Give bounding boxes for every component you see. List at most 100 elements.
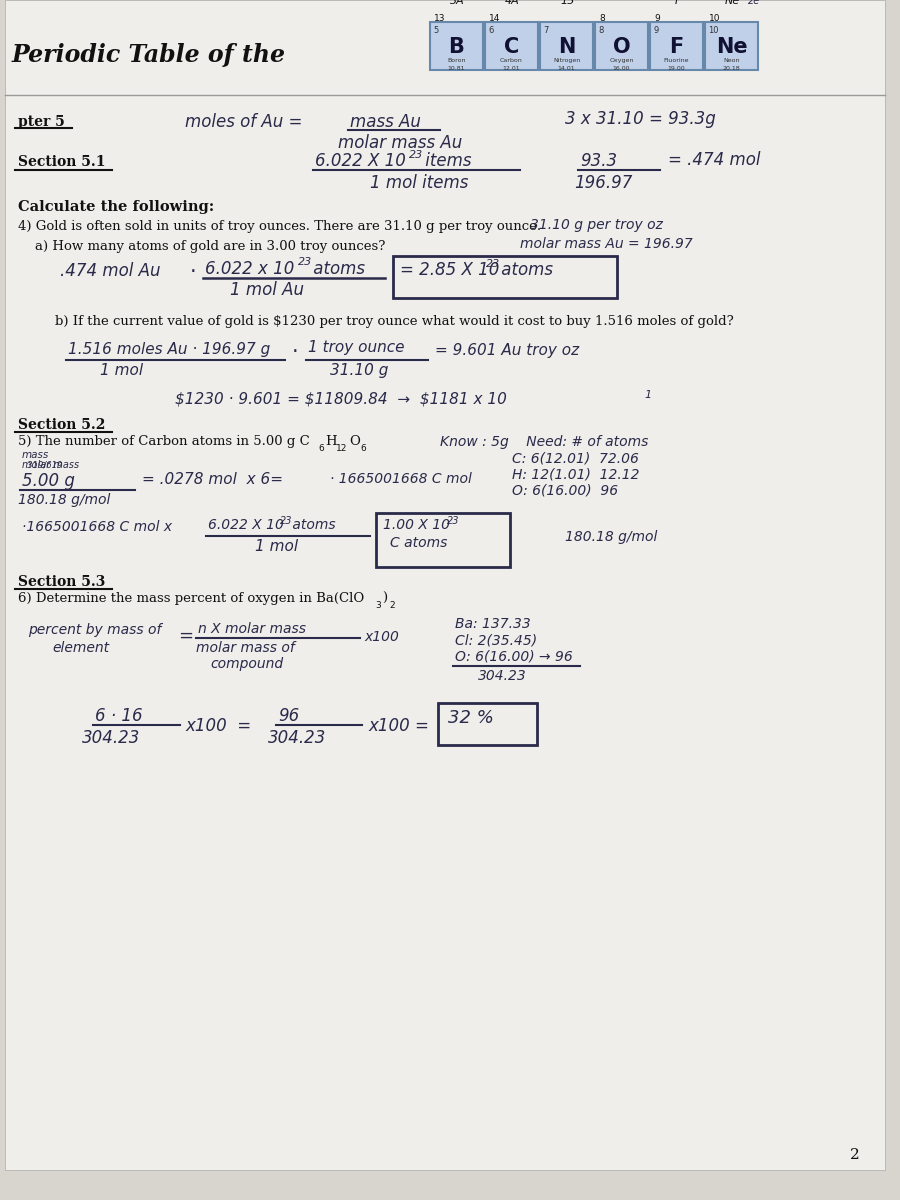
Text: Ne: Ne: [724, 0, 740, 6]
Text: 19.00: 19.00: [668, 66, 685, 71]
Text: compound: compound: [210, 658, 284, 671]
Text: ·1665001668 C mol x: ·1665001668 C mol x: [22, 520, 172, 534]
Text: x100 =: x100 =: [368, 716, 429, 734]
Text: 8: 8: [598, 26, 603, 35]
Text: O: O: [349, 434, 360, 448]
Text: molar mass: molar mass: [22, 460, 79, 470]
Text: 5) The number of Carbon atoms in 5.00 g C: 5) The number of Carbon atoms in 5.00 g …: [18, 434, 310, 448]
Text: 1: 1: [644, 390, 651, 400]
Text: 4) Gold is often sold in units of troy ounces. There are 31.10 g per troy ounce.: 4) Gold is often sold in units of troy o…: [18, 220, 541, 233]
Text: 2: 2: [850, 1148, 860, 1162]
Text: 2e: 2e: [748, 0, 760, 6]
Text: 1.00 X 10: 1.00 X 10: [383, 518, 450, 532]
Text: 3: 3: [375, 601, 381, 610]
Text: 6.022 X 10: 6.022 X 10: [315, 152, 406, 170]
Text: F: F: [670, 37, 684, 56]
Text: H: H: [325, 434, 337, 448]
Text: 31.10 g per troy oz: 31.10 g per troy oz: [530, 218, 663, 232]
Text: N: N: [558, 37, 575, 56]
Text: Boron: Boron: [447, 58, 466, 62]
Text: atoms: atoms: [308, 260, 365, 278]
Text: Calculate the following:: Calculate the following:: [18, 200, 214, 214]
Text: a) How many atoms of gold are in 3.00 troy ounces?: a) How many atoms of gold are in 3.00 tr…: [35, 240, 385, 253]
Bar: [485, 22, 538, 70]
Text: Ba: 137.33: Ba: 137.33: [455, 617, 531, 631]
Text: =: =: [178, 626, 194, 646]
Text: 6: 6: [360, 444, 365, 452]
Text: 180.18 g/mol: 180.18 g/mol: [18, 493, 111, 506]
Text: Know : 5g    Need: # of atoms: Know : 5g Need: # of atoms: [440, 434, 648, 449]
Text: 1.516 moles Au · 196.97 g: 1.516 moles Au · 196.97 g: [68, 342, 270, 358]
Bar: [650, 22, 703, 70]
Text: 6) Determine the mass percent of oxygen in Ba(ClO: 6) Determine the mass percent of oxygen …: [18, 592, 364, 605]
Text: 1 troy ounce: 1 troy ounce: [308, 340, 404, 355]
Text: Fluorine: Fluorine: [664, 58, 689, 62]
Text: mass: mass: [22, 450, 50, 460]
Bar: [595, 22, 648, 70]
Text: · 1665001668 C mol: · 1665001668 C mol: [330, 472, 472, 486]
Text: ): ): [382, 592, 387, 605]
Text: x100  =: x100 =: [185, 716, 251, 734]
Text: 10: 10: [708, 26, 718, 35]
Text: 304.23: 304.23: [478, 670, 526, 683]
Text: = .0278 mol  x 6=: = .0278 mol x 6=: [142, 472, 283, 487]
Text: C: C: [504, 37, 519, 56]
Text: Nitrogen: Nitrogen: [553, 58, 580, 62]
Text: n X molar mass: n X molar mass: [198, 622, 306, 636]
Text: element: element: [52, 641, 109, 655]
Text: 180.18 g/mol: 180.18 g/mol: [565, 530, 657, 544]
Text: Ne: Ne: [716, 37, 747, 56]
Text: O: O: [613, 37, 630, 56]
Text: mass Au: mass Au: [350, 113, 421, 131]
Bar: [540, 22, 593, 70]
Text: O: 6(16.00) → 96: O: 6(16.00) → 96: [455, 649, 572, 662]
Text: 10.81: 10.81: [448, 66, 465, 71]
Text: Neon: Neon: [724, 58, 740, 62]
Text: Section 5.1: Section 5.1: [18, 155, 105, 169]
Text: = .474 mol: = .474 mol: [668, 151, 760, 169]
Text: C: 6(12.01)  72.06: C: 6(12.01) 72.06: [512, 452, 639, 466]
Text: 1 mol: 1 mol: [255, 539, 298, 554]
Text: 1 mol: 1 mol: [100, 362, 143, 378]
Text: 7: 7: [543, 26, 548, 35]
Text: 23: 23: [409, 150, 423, 160]
Bar: [705, 22, 758, 70]
Text: 31.10 g: 31.10 g: [330, 362, 389, 378]
Text: 23: 23: [280, 516, 292, 526]
Text: ·: ·: [292, 342, 299, 362]
Text: 6.022 X 10: 6.022 X 10: [208, 518, 284, 532]
Text: 14.01: 14.01: [558, 66, 575, 71]
Text: 23: 23: [486, 259, 500, 269]
Text: 96: 96: [278, 707, 299, 725]
Text: Periodic Table of the: Periodic Table of the: [12, 43, 286, 67]
Text: 1 mol items: 1 mol items: [370, 174, 468, 192]
Text: Cl: 2(35.45): Cl: 2(35.45): [455, 634, 537, 647]
Text: moles of Au =: moles of Au =: [185, 113, 302, 131]
Text: molar mass of: molar mass of: [196, 641, 295, 655]
Text: Carbon: Carbon: [500, 58, 523, 62]
Text: 2: 2: [389, 601, 394, 610]
Text: Oxygen: Oxygen: [609, 58, 634, 62]
Text: 1 mol Au: 1 mol Au: [230, 281, 304, 299]
Text: 6.022 x 10: 6.022 x 10: [205, 260, 294, 278]
Text: x100: x100: [364, 630, 399, 644]
Text: 16.00: 16.00: [613, 66, 630, 71]
Text: 23: 23: [298, 257, 312, 266]
Text: $1230 · 9.601 = $11809.84  →  $1181 x 10: $1230 · 9.601 = $11809.84 → $1181 x 10: [175, 392, 507, 407]
Text: 6: 6: [318, 444, 324, 452]
Text: Section 5.3: Section 5.3: [18, 575, 105, 589]
Text: 32 %: 32 %: [448, 709, 494, 727]
Text: pter 5: pter 5: [18, 115, 65, 128]
Text: 9: 9: [654, 14, 660, 23]
Text: 3A: 3A: [450, 0, 465, 6]
Text: percent by mass of: percent by mass of: [28, 623, 161, 637]
Text: atoms: atoms: [496, 260, 553, 278]
Text: molar mass Au: molar mass Au: [338, 134, 463, 152]
Text: 3 x 31.10 = 93.3g: 3 x 31.10 = 93.3g: [565, 110, 716, 128]
Text: 304.23: 304.23: [268, 728, 327, 746]
Text: = 9.601 Au troy oz: = 9.601 Au troy oz: [435, 343, 579, 359]
Text: 4A: 4A: [505, 0, 520, 6]
Text: 5: 5: [433, 26, 438, 35]
Text: 304.23: 304.23: [82, 728, 140, 746]
Text: F: F: [674, 0, 680, 6]
